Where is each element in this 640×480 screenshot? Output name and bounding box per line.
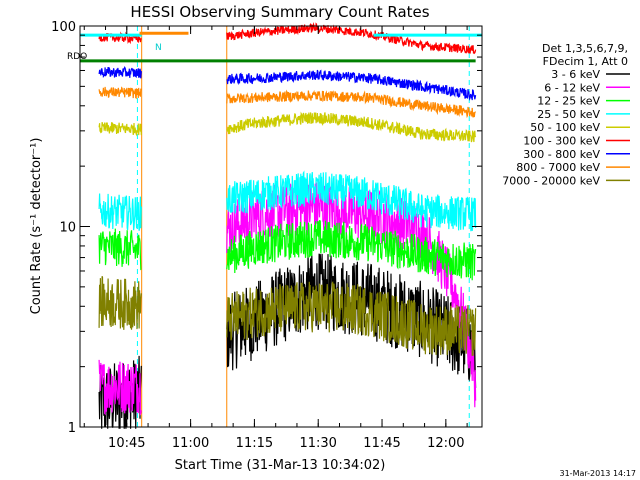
x-tick-label-4: 11:45 — [363, 436, 400, 451]
legend: Det 1,3,5,6,7,9,FDecim 1, Att 03 - 6 keV… — [502, 42, 630, 187]
annotation-rdo: RDO — [67, 52, 87, 62]
series-6 — [98, 66, 477, 101]
x-tick-label-2: 11:15 — [236, 436, 273, 451]
legend-label-5: 100 - 300 keV — [523, 135, 600, 148]
series-3 — [98, 170, 477, 232]
chart-title: HESSI Observing Summary Count Rates — [130, 3, 429, 21]
legend-label-1: 6 - 12 keV — [544, 81, 600, 94]
y-axis-label: Count Rate (s⁻¹ detector⁻¹) — [29, 138, 44, 315]
series-2 — [98, 220, 477, 281]
legend-header-0: Det 1,3,5,6,7,9, — [542, 42, 628, 55]
legend-label-6: 300 - 800 keV — [523, 148, 600, 161]
legend-label-3: 25 - 50 keV — [537, 108, 600, 121]
plot-marks — [80, 21, 482, 429]
y-tick-label-1: 10 — [59, 221, 76, 236]
x-tick-label-5: 12:00 — [427, 436, 464, 451]
x-tick-label-3: 11:30 — [299, 436, 336, 451]
legend-label-0: 3 - 6 keV — [551, 68, 600, 81]
x-tick-label-0: 10:45 — [108, 436, 145, 451]
legend-label-4: 50 - 100 keV — [530, 121, 600, 134]
legend-label-2: 12 - 25 keV — [537, 95, 600, 108]
series-7 — [98, 86, 477, 119]
x-tick-label-1: 11:00 — [172, 436, 209, 451]
axis-ticks: 10:45 11:00 11:15 11:30 11:45 12:00 1 10 100 — [51, 20, 482, 451]
legend-label-7: 800 - 7000 keV — [516, 161, 600, 174]
x-axis-label: Start Time (31-Mar-13 10:34:02) — [175, 458, 386, 473]
y-tick-label-2: 100 — [51, 20, 76, 35]
series-4 — [98, 111, 477, 143]
timestamp: 31-Mar-2013 14:17 — [560, 469, 637, 478]
legend-header-1: FDecim 1, Att 0 — [543, 55, 628, 68]
series-8 — [98, 276, 477, 356]
y-tick-label-0: 1 — [68, 421, 76, 436]
legend-label-8: 7000 - 20000 keV — [502, 174, 600, 187]
annotation-n: N — [155, 43, 162, 53]
